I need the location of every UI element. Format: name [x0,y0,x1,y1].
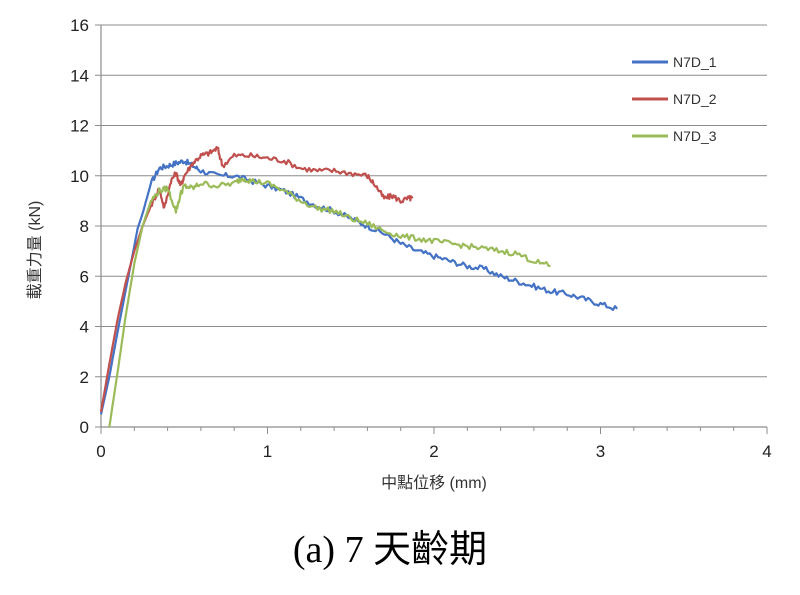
x-axis-title: 中點位移 (mm) [381,474,487,492]
y-tick-label-14: 14 [70,66,89,85]
y-tick-label-6: 6 [80,267,89,286]
y-tick-label-12: 12 [70,117,89,136]
x-tick-label-2: 2 [429,442,438,461]
series-line-N7D_2 [99,146,414,413]
legend-label-N7D_2: N7D_2 [673,91,717,107]
series-lines [99,146,618,428]
legend-label-N7D_3: N7D_3 [673,128,717,144]
legend: N7D_1 N7D_2 N7D_3 [632,54,717,144]
series-line-N7D_3 [108,177,551,428]
x-tick-label-4: 4 [762,442,771,461]
legend-label-N7D_1: N7D_1 [673,54,717,70]
figure-caption: (a) 7 天齡期 [293,529,487,571]
x-tick-label-3: 3 [596,442,605,461]
y-tick-label-10: 10 [70,167,89,186]
x-tick-label-1: 1 [263,442,272,461]
y-tick-label-8: 8 [80,217,89,236]
y-axis-title: 載重力量 (kN) [26,201,44,300]
series-line-N7D_1 [99,158,618,415]
y-tick-label-2: 2 [80,368,89,387]
x-tick-label-0: 0 [96,442,105,461]
y-tick-label-4: 4 [80,318,89,337]
axes [95,24,768,434]
gridlines [101,24,767,378]
y-tick-label-16: 16 [70,16,89,35]
y-tick-label-0: 0 [80,418,89,437]
